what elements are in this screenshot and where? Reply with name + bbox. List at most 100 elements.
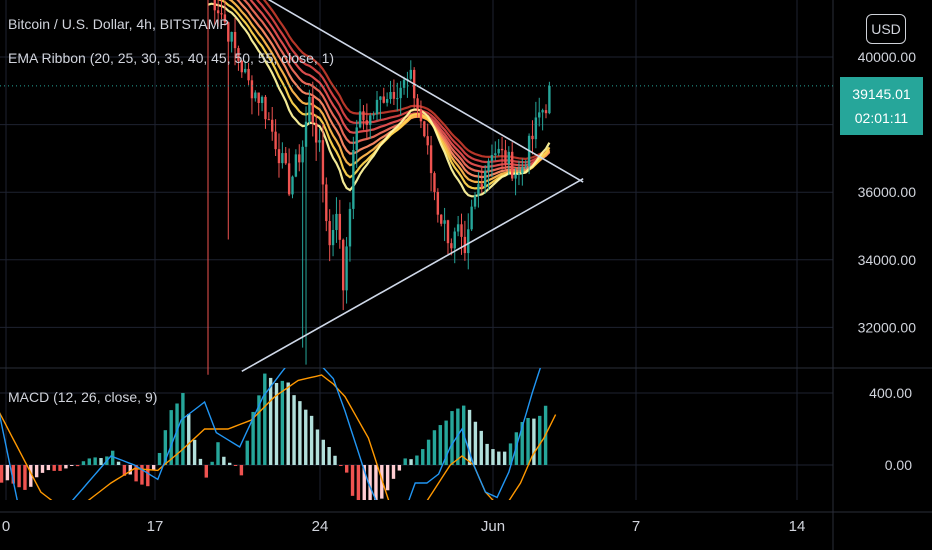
candle-body [284, 153, 287, 164]
candle-body [544, 110, 548, 114]
candle-body [372, 114, 375, 116]
last-price-value: 39145.01 [852, 86, 911, 102]
macd-histogram-bar [409, 459, 413, 465]
candle-body [473, 195, 477, 207]
macd-histogram-bar [315, 429, 320, 465]
macd-histogram-bar [415, 455, 419, 465]
macd-histogram-bar [467, 409, 472, 465]
macd-histogram-bar [204, 465, 208, 478]
candle-body [500, 148, 504, 151]
macd-histogram-bar [70, 465, 74, 466]
candle-body [311, 96, 314, 124]
macd-histogram-bar [444, 420, 448, 465]
macd-histogram-bar [286, 382, 290, 465]
macd-histogram-bar [374, 465, 378, 500]
macd-histogram-bar [99, 458, 103, 465]
macd-histogram-bar [233, 465, 238, 466]
ema-ribbon-line-35 [236, 0, 551, 179]
macd-histogram-bar [140, 465, 144, 485]
candle-body [298, 154, 301, 163]
candle-body [511, 151, 514, 179]
currency-button[interactable]: USD [866, 14, 906, 44]
candle-body [490, 154, 494, 161]
candle-body [362, 111, 365, 121]
macd-histogram-bar [52, 465, 56, 471]
macd-histogram-bar [304, 409, 308, 465]
candle-body [521, 167, 524, 174]
candle-body [507, 151, 511, 164]
macd-histogram-bar [532, 418, 536, 465]
macd-histogram-bar [245, 440, 249, 465]
triangle-upper-trendline [267, 0, 584, 183]
macd-histogram-bar [432, 430, 437, 465]
macd-histogram-bar [380, 465, 384, 499]
macd-histogram-bar [198, 458, 203, 465]
macd-histogram-bar [29, 465, 33, 487]
price-axis-label: 40000.00 [858, 49, 917, 65]
time-axis-label: 0 [2, 518, 10, 535]
candle-body [358, 111, 362, 128]
macd-histogram-bar [502, 451, 507, 465]
candle-body [267, 119, 271, 121]
candle-body [281, 153, 284, 164]
macd-histogram-bar [362, 465, 366, 500]
candle-body [531, 135, 534, 140]
macd-histogram-bar [40, 465, 45, 473]
time-axis-label: 17 [147, 518, 164, 535]
macd-histogram-bar [151, 465, 156, 470]
candle-body [240, 60, 243, 73]
macd-histogram-bar [87, 458, 91, 465]
macd-histogram-bar [274, 382, 279, 465]
candle-body [352, 150, 355, 209]
candle-body [230, 31, 233, 42]
macd-histogram-bar [426, 439, 431, 465]
candle-body [355, 127, 358, 151]
candle-body [318, 140, 321, 143]
macd-histogram-bar [368, 465, 372, 500]
candle-body [369, 115, 372, 125]
candle-body [254, 92, 257, 99]
candle-body [264, 96, 267, 120]
macd-histogram-bar [298, 401, 302, 465]
macd-histogram-bar [181, 392, 185, 465]
time-axis-label: 24 [312, 518, 329, 535]
candle-body [328, 221, 331, 246]
macd-histogram-bar [23, 465, 27, 490]
candle-body [287, 163, 291, 195]
ema-ribbon-line-20 [207, 2, 551, 198]
macd-histogram-bar [0, 465, 4, 483]
macd-histogram-bar [438, 425, 442, 465]
macd-histogram-bar [157, 452, 162, 465]
macd-histogram-bar [239, 465, 244, 476]
macd-histogram-bar [228, 462, 232, 465]
time-axis-label: 7 [632, 518, 640, 535]
candle-body [497, 148, 500, 154]
macd-histogram-bar [292, 395, 296, 465]
time-axis-label: Jun [481, 518, 505, 535]
candle-body [396, 98, 399, 100]
candle-body [227, 22, 230, 42]
macd-histogram-bar [5, 465, 10, 481]
macd-histogram-bar [111, 450, 115, 465]
candle-body [423, 121, 426, 137]
macd-histogram-bar [327, 447, 331, 465]
ema-ribbon-line-50 [255, 0, 551, 164]
macd-histogram-bar [520, 421, 524, 465]
candle-body [402, 79, 406, 88]
macd-histogram-bar [473, 421, 478, 465]
candle-body [443, 220, 446, 224]
macd-histogram-bar [257, 395, 261, 465]
macd-histogram-bar [456, 408, 460, 465]
candle-body [331, 230, 335, 246]
candle-body [216, 10, 220, 14]
candle-body [534, 117, 538, 140]
macd-histogram-bar [251, 411, 255, 465]
macd-histogram-bar [17, 465, 21, 488]
candle-body [548, 85, 551, 114]
macd-histogram-bar [397, 465, 402, 471]
macd-histogram-bar [75, 465, 80, 467]
macd-histogram-bar [263, 373, 267, 465]
macd-axis-label: 400.00 [869, 385, 912, 401]
